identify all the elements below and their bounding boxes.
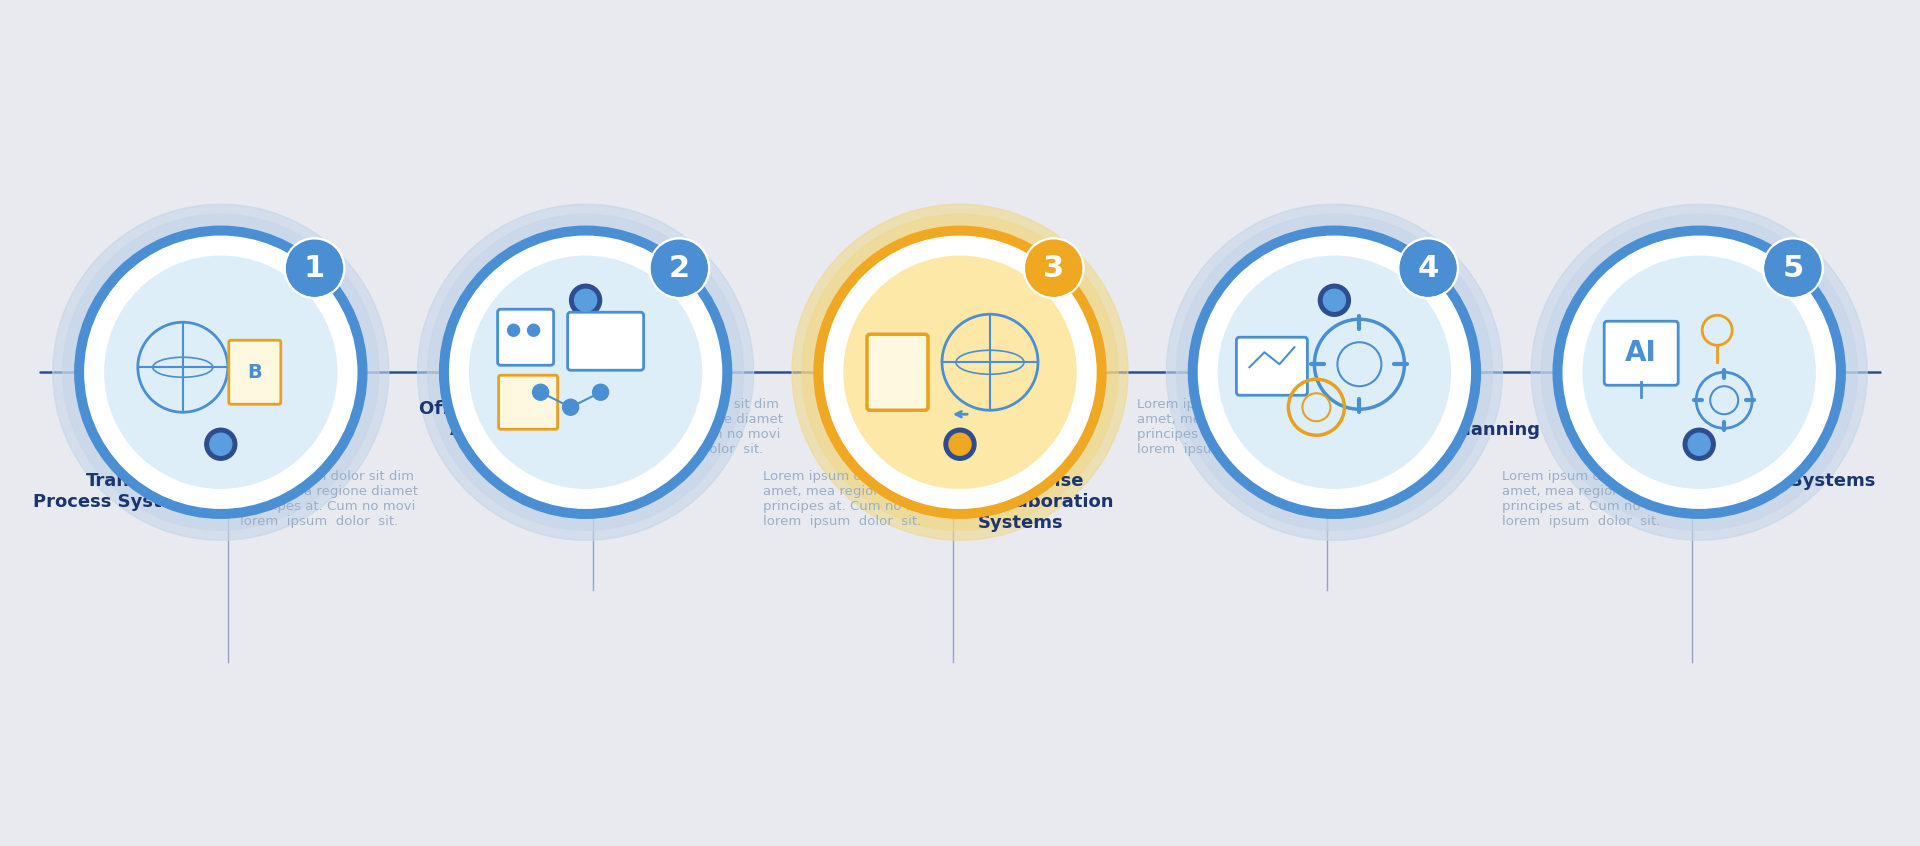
Circle shape [1684,428,1715,460]
Circle shape [528,324,540,336]
Circle shape [209,433,232,455]
FancyBboxPatch shape [497,310,553,365]
Circle shape [419,204,753,541]
Circle shape [945,428,975,460]
Circle shape [84,236,357,508]
FancyBboxPatch shape [868,334,927,410]
Circle shape [803,214,1117,530]
Text: 5: 5 [1782,254,1803,283]
Circle shape [428,214,743,530]
Circle shape [1584,256,1814,488]
Circle shape [1400,240,1455,296]
Circle shape [1688,433,1711,455]
FancyBboxPatch shape [228,340,280,404]
Circle shape [1188,226,1480,519]
Circle shape [532,384,549,400]
Circle shape [449,236,722,508]
Circle shape [1165,204,1501,541]
Text: 4: 4 [1417,254,1438,283]
FancyBboxPatch shape [499,376,557,429]
Text: Lorem ipsum dolor sit dim
amet, mea regione diamet
principes at. Cum no movi
lor: Lorem ipsum dolor sit dim amet, mea regi… [762,470,941,528]
Circle shape [1323,289,1346,311]
Circle shape [63,214,378,530]
Circle shape [791,204,1129,541]
Text: Expert Systems: Expert Systems [1716,472,1876,490]
Circle shape [286,240,342,296]
Circle shape [1177,214,1492,530]
Text: 3: 3 [1043,254,1064,283]
Text: 1: 1 [303,254,324,283]
Circle shape [1764,240,1820,296]
Text: Lorem ipsum dolor sit dim
amet, mea regione diamet
principes at. Cum no movi
lor: Lorem ipsum dolor sit dim amet, mea regi… [605,398,783,456]
Circle shape [824,236,1096,508]
Text: Office & Office
Automation: Office & Office Automation [419,400,568,439]
Text: Enterprise
Resource Planning: Enterprise Resource Planning [1352,400,1540,439]
Circle shape [205,428,236,460]
Circle shape [470,256,701,488]
Circle shape [507,324,520,336]
Circle shape [92,244,349,500]
Circle shape [563,399,578,415]
Circle shape [106,256,336,488]
Circle shape [1553,226,1845,519]
Circle shape [1219,256,1450,488]
Text: Lorem ipsum dolor sit dim
amet, mea regione diamet
principes at. Cum no movi
lor: Lorem ipsum dolor sit dim amet, mea regi… [1137,398,1315,456]
FancyBboxPatch shape [1605,321,1678,385]
Circle shape [54,204,388,541]
Circle shape [440,226,732,519]
Circle shape [948,433,972,455]
Text: 2: 2 [668,254,689,283]
Circle shape [1198,236,1471,508]
FancyBboxPatch shape [1236,338,1308,395]
Circle shape [593,384,609,400]
Text: B: B [248,363,263,382]
Circle shape [457,244,714,500]
Circle shape [75,226,367,519]
Text: Lorem ipsum dolor sit dim
amet, mea regione diamet
principes at. Cum no movi
lor: Lorem ipsum dolor sit dim amet, mea regi… [1501,470,1680,528]
Circle shape [1319,284,1350,316]
Circle shape [831,244,1089,500]
Text: AI: AI [1626,339,1657,367]
Circle shape [651,240,707,296]
Circle shape [845,256,1075,488]
Circle shape [814,226,1106,519]
Text: Enterprise
Collaboration
Systems: Enterprise Collaboration Systems [977,472,1114,532]
Circle shape [1542,214,1857,530]
Text: Lorem ipsum dolor sit dim
amet, mea regione diamet
principes at. Cum no movi
lor: Lorem ipsum dolor sit dim amet, mea regi… [240,470,419,528]
Circle shape [1532,204,1866,541]
FancyBboxPatch shape [568,312,643,371]
Circle shape [1571,244,1828,500]
Circle shape [1025,240,1081,296]
Circle shape [570,284,601,316]
Circle shape [574,289,597,311]
Circle shape [1206,244,1463,500]
Circle shape [1563,236,1836,508]
Text: Transaction
Process Systems: Transaction Process Systems [33,472,204,511]
